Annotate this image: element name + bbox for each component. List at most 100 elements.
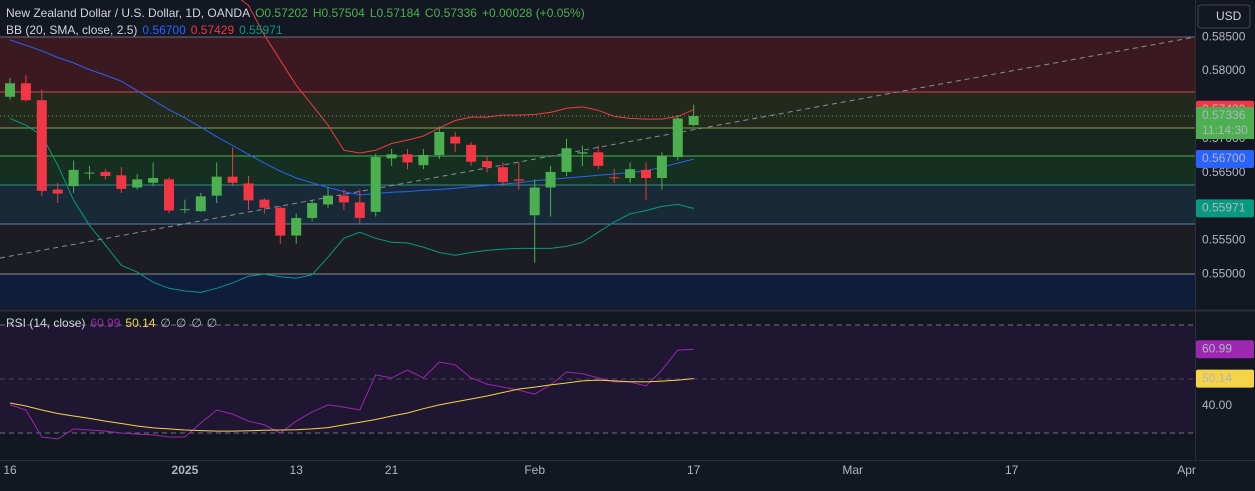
x-tick-label: 2025: [172, 463, 199, 477]
price-badge-label: 50.14: [1202, 371, 1232, 385]
candle-body: [179, 209, 190, 211]
candle-body: [148, 178, 159, 183]
x-tick-label: 17: [1005, 463, 1019, 477]
candle-body: [291, 217, 302, 236]
candle-body: [529, 187, 540, 216]
candle-body: [243, 183, 254, 201]
price-badge-label: 0.55971: [1202, 201, 1246, 215]
candle-body: [497, 167, 508, 183]
y-tick-label: 40.00: [1202, 398, 1232, 412]
price-badge: [1196, 369, 1254, 388]
candle-body: [561, 148, 572, 172]
candle-body: [323, 195, 334, 205]
candle-body: [5, 83, 16, 97]
x-tick-label: 16: [3, 463, 17, 477]
currency: USD: [1216, 9, 1242, 23]
zone: [0, 224, 1195, 274]
currency-button[interactable]: [1197, 4, 1251, 29]
candle-body: [164, 179, 175, 211]
countdown: 11:14:30: [1202, 123, 1248, 137]
candle-body: [354, 202, 365, 218]
zone: [0, 185, 1195, 224]
indicator-value: 0.55971: [239, 23, 283, 37]
rsi-value: ∅: [191, 316, 201, 330]
price-badge-label: 0.56700: [1202, 151, 1246, 165]
rsi-value: ∅: [207, 316, 217, 330]
candle-body: [195, 196, 206, 212]
indicator-title: BB (20, SMA, close, 2.5): [6, 23, 137, 37]
instrument-title: New Zealand Dollar / U.S. Dollar, 1D, OA…: [6, 6, 250, 20]
candle-body: [450, 136, 461, 144]
rsi-legend: RSI (14, close) 60.99 50.14 ∅ ∅ ∅ ∅: [6, 316, 217, 330]
zone: [0, 128, 1195, 156]
candle-body: [577, 152, 588, 154]
candle-body: [481, 161, 492, 168]
indicator-line: [9, 348, 694, 440]
main-pane: [0, 0, 1195, 293]
rsi-value: ∅: [160, 316, 170, 330]
x-tick-label: Apr: [1177, 463, 1196, 477]
legend-title: New Zealand Dollar / U.S. Dollar, 1D, OA…: [6, 6, 585, 20]
ohlc-value: L0.57184: [370, 6, 420, 20]
indicator-legend: BB (20, SMA, close, 2.5) 0.56700 0.57429 0.…: [6, 23, 283, 37]
candle-body: [656, 155, 667, 179]
candle-body: [593, 152, 604, 166]
candle-body: [68, 169, 79, 187]
candle-body: [211, 176, 222, 196]
candle-body: [20, 83, 31, 101]
candle-body: [625, 169, 636, 179]
y-tick-label: 0.58500: [1202, 29, 1246, 43]
ohlc-value: C0.57336: [425, 6, 477, 20]
candle-body: [609, 177, 620, 179]
candle-body: [227, 176, 238, 183]
price-badge: [1196, 199, 1254, 218]
candle-body: [386, 154, 397, 159]
y-tick-label: 0.55500: [1202, 232, 1246, 246]
candle-body: [545, 171, 556, 188]
candle-body: [36, 100, 47, 191]
overlay: New Zealand Dollar / U.S. Dollar, 1D, OA…: [3, 6, 1254, 477]
ohlc-value: H0.57504: [313, 6, 365, 20]
trend-line: [0, 36, 1196, 259]
indicator-line: [9, 378, 694, 432]
candle-body: [370, 157, 381, 212]
price-badge-label: 0.57336: [1202, 108, 1246, 122]
candle-body: [672, 118, 683, 158]
rsi-value: 50.14: [125, 316, 155, 330]
zone: [0, 274, 1195, 308]
candle-body: [466, 144, 477, 162]
countdown-badge: [1196, 123, 1254, 140]
price-badge-label: 60.99: [1202, 341, 1232, 355]
candle-body: [259, 199, 270, 208]
y-tick-label: 0.56500: [1202, 165, 1246, 179]
candle-body: [402, 154, 413, 163]
candle-body: [84, 172, 95, 174]
candle-body: [640, 169, 651, 179]
indicator-line: [240, 0, 694, 154]
x-tick-label: 17: [687, 463, 701, 477]
candle-body: [100, 171, 111, 176]
x-tick-label: Mar: [842, 463, 863, 477]
indicator-line: [9, 39, 694, 196]
candle-body: [275, 207, 286, 236]
zone: [0, 37, 1195, 92]
y-tick-label: 0.55000: [1202, 266, 1246, 280]
ohlc-value: O0.57202: [255, 6, 308, 20]
candle-body: [116, 175, 127, 189]
ohlc-value: +0.00028 (+0.05%): [482, 6, 585, 20]
price-badge: [1196, 150, 1254, 169]
x-tick-label: Feb: [524, 463, 545, 477]
candle-body: [434, 131, 445, 155]
indicator-line: [9, 117, 694, 293]
candle-body: [338, 195, 349, 203]
x-tick-label: 21: [385, 463, 399, 477]
rsi-value: ∅: [176, 316, 186, 330]
price-badge: [1196, 340, 1254, 359]
candle-body: [688, 116, 699, 126]
rsi-pane: [0, 324, 1195, 440]
rsi-value: 60.99: [90, 316, 120, 330]
indicator-value: 0.57429: [191, 23, 235, 37]
rsi-title: RSI (14, close): [6, 316, 85, 330]
candle-body: [513, 179, 524, 181]
